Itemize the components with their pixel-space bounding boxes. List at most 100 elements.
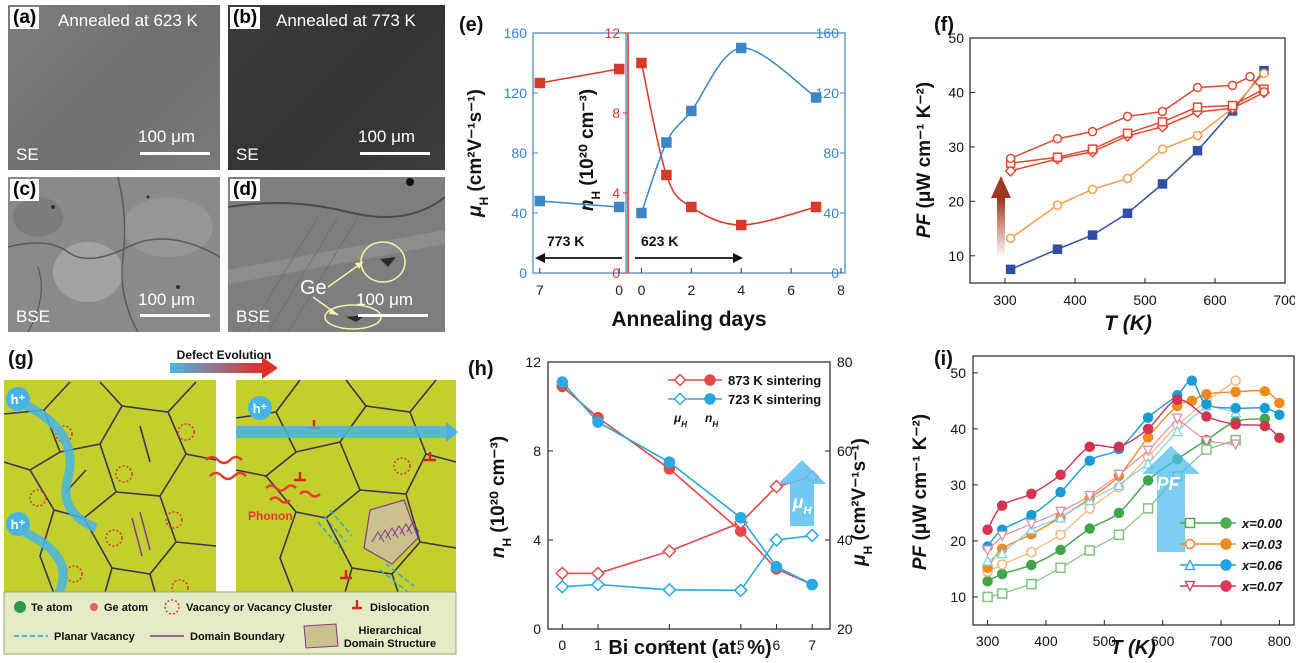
data-point-f: [1052, 133, 1063, 144]
data-point-i: [1055, 486, 1066, 498]
data-point-i: [1259, 420, 1271, 432]
data-point-i: [1084, 455, 1095, 467]
grain-boundary: [59, 381, 123, 453]
y-tick-label-h-right: 60: [837, 443, 853, 459]
vacancy-icon: [29, 489, 47, 507]
x-tick-label-f: 400: [1063, 292, 1087, 308]
tick-label-right: 120: [816, 85, 840, 101]
legend-label-i: x=0.00: [1241, 516, 1283, 531]
data-point-f: [1259, 68, 1269, 79]
x-tick-label-i: 700: [1209, 633, 1233, 649]
herringbone-stroke: [371, 531, 385, 543]
x-tick-label-i: 600: [1151, 633, 1175, 649]
data-point-i: [1142, 457, 1154, 469]
data-point-f: [1052, 200, 1063, 210]
data-point-i: [1142, 475, 1154, 486]
legend-marker-i-filled: [1220, 559, 1232, 571]
y-tick-label-h-left: 0: [533, 621, 541, 637]
series-line-h: [561, 381, 813, 586]
xlabel-i: T (K): [1110, 637, 1156, 658]
vacancy-icon: [165, 511, 183, 529]
legend-label-te: Te atom: [31, 602, 73, 614]
tick-label-left: 120: [504, 85, 528, 101]
data-point-h: [663, 456, 676, 468]
data-point-i: [1084, 523, 1095, 534]
tick-label-left: 80: [511, 145, 527, 161]
series-line-i: [987, 404, 1236, 562]
y-tick-label-i: 20: [950, 533, 966, 549]
data-point-e-right: [636, 207, 647, 219]
data-point-h: [769, 532, 784, 548]
legend-marker-i-open: [1184, 559, 1196, 571]
sem-title-a: Annealed at 623 K: [58, 11, 198, 30]
chart-h: (h) 0 1 3 5 6 7 0 4 8 12 20 40 60 80 nH (10²⁰ cm⁻³) μH …: [460, 342, 880, 659]
legend-label-ge: Ge atom: [104, 602, 148, 614]
panel-label-i: (i): [934, 348, 953, 370]
y-tick-label-f: 30: [948, 139, 964, 155]
ylabel-e-middle: nH (10²⁰ cm⁻³): [577, 89, 603, 211]
x-tick-label-h: 0: [558, 637, 566, 653]
scale-label-b: 100 μm: [358, 127, 416, 146]
x-tick-label-i: 300: [976, 633, 1000, 649]
carrier-arrow-head: [446, 422, 458, 442]
x-tick-label-f: 300: [993, 292, 1017, 308]
data-point-h: [555, 566, 570, 581]
data-point-i: [1025, 518, 1037, 531]
legend-marker-h-diamond: [673, 373, 687, 387]
data-point-i: [1259, 402, 1271, 414]
data-point-h: [735, 512, 747, 524]
data-point-i: [1201, 411, 1212, 422]
data-point-f: [1087, 126, 1098, 137]
hole-icon: [248, 396, 272, 420]
y-tick-label-h-right: 40: [837, 532, 853, 548]
series-line-f: [1010, 72, 1265, 239]
data-point-i: [1026, 488, 1037, 500]
scale-label-c: 100 μm: [138, 290, 196, 309]
data-point-h: [592, 416, 604, 428]
legend-marker-h-circle: [704, 374, 716, 386]
legend-label-vacancy: Vacancy or Vacancy Cluster: [186, 602, 333, 614]
data-point-i: [1026, 578, 1037, 590]
trend-arrow-f: [997, 198, 1005, 258]
pf-arrow-label: PF: [1156, 474, 1180, 494]
sem-image-a: (a) Annealed at 623 K 100 μm SE: [8, 5, 220, 170]
data-point-f: [1005, 153, 1016, 164]
data-point-h: [662, 582, 677, 597]
data-point-i: [982, 576, 993, 587]
data-point-i: [1171, 425, 1183, 437]
data-point-e-right: [735, 42, 747, 54]
data-point-i: [1201, 398, 1212, 410]
domain-boundary: [139, 511, 151, 551]
data-point-e-right: [686, 105, 697, 117]
data-point-i: [1142, 503, 1154, 514]
planar-vacancy: [317, 521, 341, 549]
defect-evolution-arrow: [170, 363, 262, 373]
dislocation-legend-icon: [352, 600, 362, 610]
herringbone-stroke: [399, 523, 413, 535]
panel-label-f: (f): [934, 14, 954, 36]
series-line-i: [987, 380, 1236, 573]
data-point-f: [1157, 106, 1168, 117]
tick-label-right: 40: [823, 205, 839, 221]
panel-label-e: (e): [459, 14, 484, 36]
legend-box-g: [3, 591, 457, 655]
data-point-i: [1230, 439, 1242, 451]
data-point-i: [1274, 432, 1285, 444]
x-tick-label-e: 0: [615, 282, 623, 298]
herringbone-stroke: [385, 527, 399, 539]
grain-boundary: [139, 425, 151, 463]
phonon-wave: [209, 471, 247, 481]
x-tick-label-f: 600: [1203, 292, 1227, 308]
planar-vacancy: [323, 515, 347, 543]
data-point-i: [1200, 436, 1213, 448]
dislocation-icon: [294, 472, 306, 482]
data-point-i: [1230, 419, 1241, 430]
data-point-f: [1122, 111, 1133, 122]
y-tick-label-f: 40: [948, 84, 964, 100]
data-point-f: [1192, 82, 1203, 93]
y-tick-label-f: 10: [948, 248, 964, 264]
temp-label-623: 623 K: [641, 233, 678, 249]
grain-boundary: [175, 541, 217, 547]
vacancy-icon: [393, 457, 411, 475]
